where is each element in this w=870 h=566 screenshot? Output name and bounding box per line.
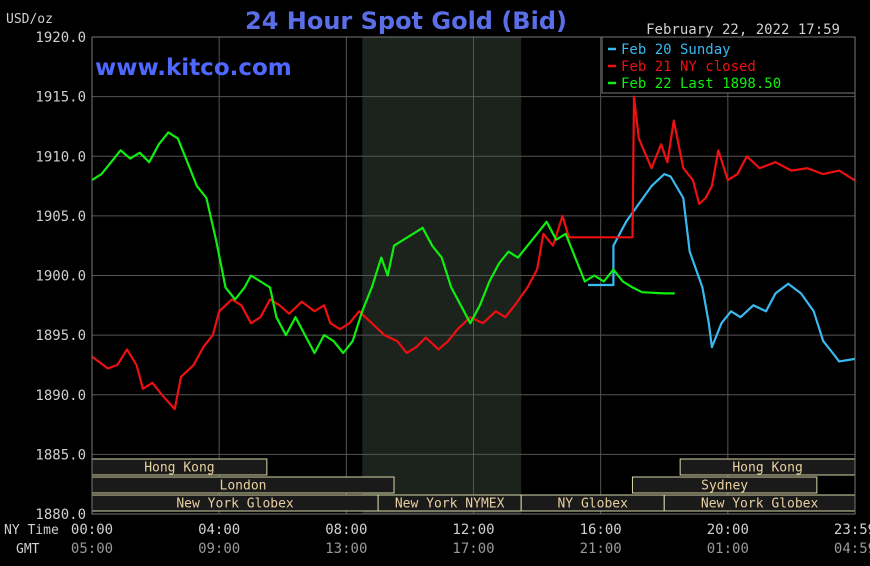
series-line-3: [91, 131, 674, 355]
market-session-label: New York Globex: [176, 497, 294, 512]
chart-timestamp: February 22, 2022 17:59: [646, 22, 840, 38]
series-line-1: [588, 173, 855, 363]
y-tick-label: 1905.0: [35, 209, 86, 225]
y-tick-label: 1920.0: [35, 30, 86, 46]
ny-time-label: NY Time: [4, 523, 59, 538]
market-session-label: Sydney: [701, 479, 748, 494]
kitco-watermark: www.kitco.com: [95, 55, 292, 81]
x-tick-label-gmt: 17:00: [452, 541, 494, 557]
x-tick-label-ny: 20:00: [707, 522, 749, 538]
plot-frame: [91, 36, 856, 515]
market-session-box: [631, 476, 818, 494]
y-tick-label: 1890.0: [35, 388, 86, 404]
legend-entry: Feb 22 Last 1898.50: [621, 76, 781, 92]
y-tick-label: 1895.0: [35, 328, 86, 344]
y-tick-label: 1915.0: [35, 90, 86, 106]
x-tick-label-gmt: 21:00: [580, 541, 622, 557]
x-tick-label-ny: 12:00: [452, 522, 494, 538]
x-tick-label-gmt: 05:00: [71, 541, 113, 557]
x-tick-label-gmt: 04:59: [834, 541, 870, 557]
x-tick-label-ny: 16:00: [580, 522, 622, 538]
x-tick-label-ny: 23:59: [834, 522, 870, 538]
series-line-2: [91, 95, 855, 411]
y-axis-unit-label: USD/oz: [6, 12, 53, 27]
series-layer: [91, 95, 856, 411]
y-tick-label: 1900.0: [35, 269, 86, 285]
market-session-label: Hong Kong: [732, 461, 802, 476]
x-tick-label-ny: 00:00: [71, 522, 113, 538]
x-tick-label-ny: 04:00: [198, 522, 240, 538]
chart-title: 24 Hour Spot Gold (Bid): [245, 7, 567, 35]
market-sessions: Hong Kong Hong Kong London Sydney New York G…: [91, 458, 856, 512]
x-tick-label-gmt: 09:00: [198, 541, 240, 557]
legend-box: [601, 36, 856, 94]
market-session-label: London: [220, 479, 267, 494]
gmt-label: GMT: [16, 542, 40, 557]
market-session-label: New York NYMEX: [395, 497, 505, 512]
legend-entry: Feb 20 Sunday: [621, 42, 731, 58]
market-session-label: Hong Kong: [144, 461, 214, 476]
x-tick-label-gmt: 01:00: [707, 541, 749, 557]
market-session-label: NY Globex: [557, 497, 628, 512]
series-end-point-3: [672, 292, 675, 295]
x-tick-label-ny: 08:00: [325, 522, 367, 538]
legend-entry: Feb 21 NY closed: [621, 59, 756, 75]
y-axis-ticks: 1920.0 1915.0 1910.0 1905.0 1900.0 1895.0 1890…: [35, 30, 86, 523]
market-session-label: New York Globex: [701, 497, 819, 512]
x-axis-ticks: 00:00 05:00 04:00 09:00 08:00 13:00 12:00 17:00…: [71, 522, 870, 557]
y-tick-label: 1910.0: [35, 149, 86, 165]
y-tick-label: 1885.0: [35, 447, 86, 463]
y-tick-label: 1880.0: [35, 507, 86, 523]
x-tick-label-gmt: 13:00: [325, 541, 367, 557]
